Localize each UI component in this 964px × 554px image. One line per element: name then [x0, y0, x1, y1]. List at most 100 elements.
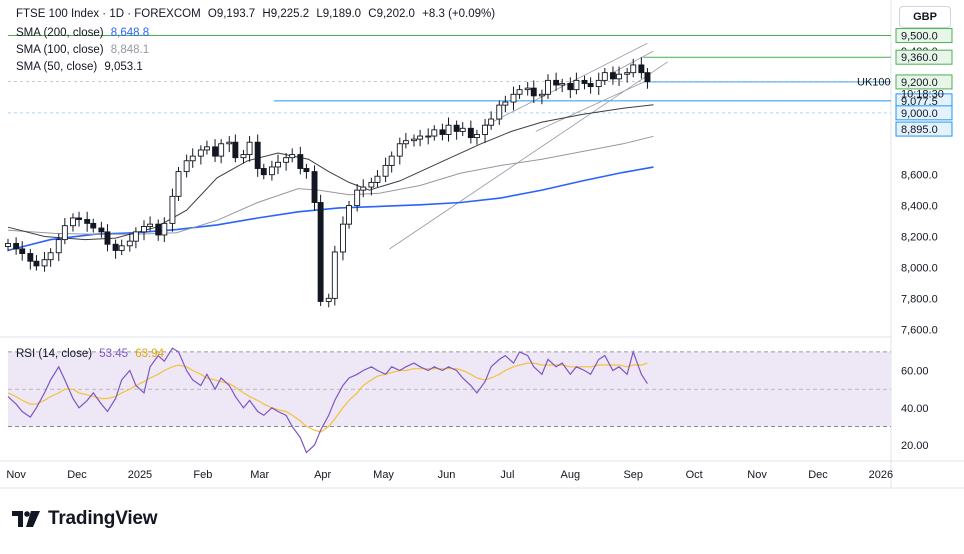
sma50-label: SMA (50, close)	[16, 61, 98, 73]
rsi-legend[interactable]: RSI (14, close) 53.45 63.94	[16, 348, 168, 360]
ohlc-low: L9,189.0	[316, 8, 362, 20]
candle	[240, 154, 247, 159]
currency-button[interactable]: GBP	[899, 6, 951, 28]
candle	[368, 181, 375, 188]
candle	[260, 168, 267, 176]
time-tick-label: Aug	[561, 469, 581, 481]
ohlc-change: +8.3 (+0.09%)	[422, 8, 496, 20]
candle	[587, 83, 594, 88]
candle	[155, 223, 162, 236]
candle	[482, 124, 488, 135]
price-tick-label: 7,600.0	[901, 324, 938, 336]
candle	[445, 124, 452, 135]
candle	[530, 87, 537, 97]
candle	[417, 135, 424, 140]
tradingview-logo-icon	[12, 511, 40, 527]
candle	[638, 64, 645, 74]
candle	[61, 225, 68, 241]
rsi-ma-value: 63.94	[135, 348, 165, 360]
sma100-value: 8,848.1	[110, 44, 150, 56]
time-tick-label: May	[373, 469, 394, 481]
candle	[538, 93, 545, 97]
candle	[516, 89, 523, 95]
time-tick-label: Feb	[193, 469, 212, 481]
candle	[303, 168, 310, 173]
candle	[545, 79, 551, 95]
candle	[346, 205, 352, 225]
candle	[573, 79, 580, 91]
rsi-tick-label: 40.00	[901, 403, 929, 415]
candle	[297, 154, 304, 169]
candle	[595, 79, 602, 88]
sma100-legend[interactable]: SMA (100, close) 8,848.1	[16, 44, 153, 56]
candle	[411, 138, 417, 142]
candle	[147, 223, 154, 227]
candle	[431, 129, 438, 137]
candles-group	[5, 57, 651, 308]
time-tick-label: Mar	[250, 469, 269, 481]
candle	[616, 73, 622, 80]
candle	[459, 127, 466, 132]
candle	[5, 243, 11, 248]
symbol-legend[interactable]: FTSE 100 Index · 1D · FOREXCOM O9,193.7 …	[16, 8, 499, 20]
candle	[112, 243, 119, 251]
candle	[126, 240, 133, 247]
sma50-legend[interactable]: SMA (50, close) 9,053.1	[16, 61, 147, 73]
candle	[510, 93, 517, 103]
candle	[601, 72, 608, 81]
candle	[453, 124, 460, 132]
trendline-3	[389, 61, 668, 250]
sma100-label: SMA (100, close)	[16, 44, 104, 56]
candle	[90, 222, 97, 229]
candle	[141, 226, 147, 233]
sma-line-3	[7, 104, 654, 241]
price-tick-label: 8,000.0	[901, 262, 938, 274]
rsi-line	[7, 347, 648, 454]
candle	[47, 252, 54, 261]
candle	[104, 231, 111, 245]
candle	[609, 72, 616, 80]
price-tick-label: 8,600.0	[901, 170, 938, 182]
time-tick-label: 2026	[869, 469, 893, 481]
candle	[33, 260, 40, 267]
candle	[268, 166, 275, 176]
candle	[488, 118, 495, 126]
price-label: 9,360.0	[901, 52, 938, 64]
candle	[84, 219, 91, 224]
sma200-label: SMA (200, close)	[16, 27, 104, 39]
candle	[502, 101, 509, 106]
candle	[197, 149, 204, 157]
candle	[275, 161, 281, 168]
price-label: 9,500.0	[901, 31, 938, 43]
candle	[246, 141, 253, 156]
price-label-box	[895, 74, 953, 90]
candle	[183, 160, 190, 173]
candle	[218, 143, 225, 157]
candle	[567, 83, 574, 91]
time-tick-label: Nov	[6, 469, 26, 481]
symbol-tag: UK100	[857, 77, 891, 89]
candle	[467, 127, 474, 139]
candle	[425, 135, 432, 138]
time-tick-label: 2025	[128, 469, 152, 481]
candle	[226, 141, 233, 145]
candle	[212, 146, 219, 157]
candle	[19, 248, 26, 254]
price-tick-label: 8,400.0	[901, 201, 938, 213]
time-tick-label: Nov	[747, 469, 767, 481]
candle	[175, 171, 182, 197]
ohlc-close: C9,202.0	[368, 8, 415, 20]
sma200-legend[interactable]: SMA (200, close) 8,648.8	[16, 27, 153, 39]
candle	[630, 64, 637, 74]
price-label: 9,077.5	[901, 96, 938, 108]
candle	[317, 202, 324, 302]
candle	[473, 134, 480, 139]
candle	[360, 186, 367, 191]
price-label: 9,200.0	[901, 77, 938, 89]
tradingview-logo[interactable]: TradingView	[12, 508, 158, 530]
candle	[624, 72, 631, 75]
candle	[161, 222, 168, 236]
candle	[340, 223, 346, 253]
